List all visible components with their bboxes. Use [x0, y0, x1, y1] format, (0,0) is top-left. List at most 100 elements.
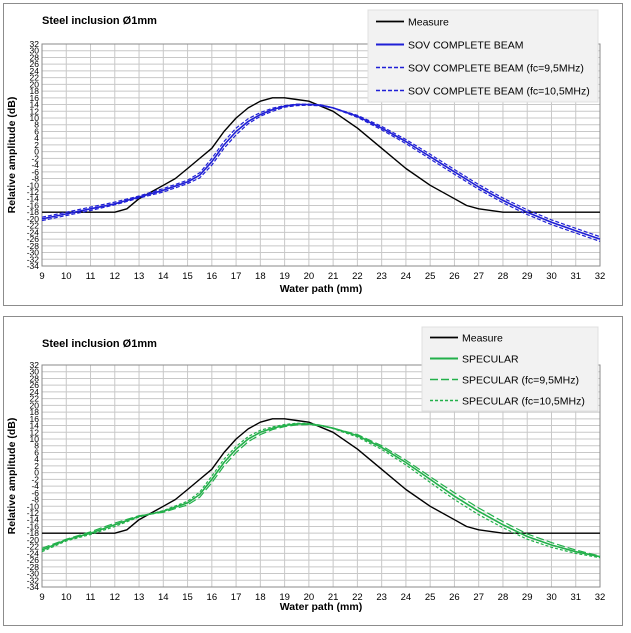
x-tick-label: 15 [182, 592, 193, 603]
y-tick-label: 22 [30, 394, 40, 404]
y-tick-label: -18 [27, 528, 40, 538]
x-tick-label: 16 [207, 592, 218, 603]
x-tick-label: 11 [86, 271, 96, 282]
y-axis-label: Relative amplitude (dB) [6, 97, 18, 214]
y-tick-label: -2 [31, 153, 39, 163]
y-tick-label: 32 [30, 39, 40, 49]
x-tick-label: 26 [449, 592, 460, 603]
x-tick-label: 28 [498, 271, 509, 282]
y-tick-label: -12 [27, 508, 40, 518]
x-tick-label: 18 [255, 592, 266, 603]
y-tick-label: -18 [27, 207, 40, 217]
x-tick-label: 30 [546, 592, 557, 603]
chart-title: Steel inclusion Ø1mm [42, 15, 157, 27]
y-tick-label: 30 [30, 46, 40, 56]
x-tick-label: 10 [61, 592, 72, 603]
x-tick-label: 22 [352, 592, 363, 603]
y-tick-label: 16 [30, 93, 40, 103]
y-tick-label: 16 [30, 414, 40, 424]
legend-entry: SOV COMPLETE BEAM (fc=10,5MHz) [408, 86, 590, 98]
plot-frame [41, 364, 601, 588]
y-tick-label: 28 [30, 373, 40, 383]
y-tick-label: 12 [30, 106, 40, 116]
x-tick-label: 26 [449, 271, 460, 282]
y-tick-label: -22 [27, 542, 40, 552]
chart-panel-bottom: 9 10 11 12 13 14 15 16 17 18 19 20 21 22 23 24 25 26 27 28 2… [3, 316, 623, 626]
y-tick-label: 12 [30, 427, 40, 437]
x-tick-label: 19 [279, 592, 290, 603]
x-tick-label: 12 [109, 592, 120, 603]
x-tick-label: 14 [158, 271, 169, 282]
y-tick-label: -12 [27, 187, 40, 197]
y-tick-label: -22 [27, 221, 40, 231]
x-tick-label: 32 [595, 271, 606, 282]
y-tick-label: 0 [34, 468, 39, 478]
y-tick-label: 4 [34, 454, 39, 464]
y-tick-label: 10 [30, 434, 40, 444]
y-tick-label: 26 [30, 380, 40, 390]
y-tick-label: -34 [27, 582, 40, 592]
x-tick-label: 23 [376, 271, 387, 282]
x-tick-label: 15 [182, 271, 193, 282]
y-tick-label: -8 [31, 174, 39, 184]
x-tick-label: 22 [352, 271, 363, 282]
series-line-3 [41, 103, 601, 242]
y-tick-label: 14 [30, 421, 40, 431]
y-tick-label: 24 [30, 66, 40, 76]
x-tick-label: 16 [207, 271, 218, 282]
x-tick-label: 13 [134, 592, 145, 603]
y-tick-label: 20 [30, 79, 40, 89]
legend-entry: SPECULAR [462, 354, 519, 366]
legend-box [421, 326, 599, 412]
x-tick-label: 30 [546, 271, 557, 282]
x-tick-label: 20 [304, 271, 315, 282]
y-tick-label: -4 [31, 481, 39, 491]
y-tick-label: -8 [31, 495, 39, 505]
legend-entry: Measure [408, 17, 449, 29]
y-tick-label: -6 [31, 488, 39, 498]
y-tick-label: -20 [27, 214, 40, 224]
x-axis-label: Water path (mm) [280, 601, 362, 613]
series-line-2 [41, 423, 601, 557]
y-tick-label: -16 [27, 200, 40, 210]
y-tick-label: 24 [30, 387, 40, 397]
x-tick-label: 11 [86, 592, 96, 603]
y-tick-label: -30 [27, 248, 40, 258]
y-tick-label: -32 [27, 575, 40, 585]
legend-box [367, 9, 599, 103]
x-tick-label: 29 [522, 592, 533, 603]
y-tick-label: 0 [34, 147, 39, 157]
y-tick-label: 10 [30, 113, 40, 123]
y-tick-label: 8 [34, 120, 39, 130]
y-tick-label: 2 [34, 140, 39, 150]
series-line-3 [41, 422, 601, 559]
y-tick-label: -10 [27, 180, 40, 190]
y-tick-label: -4 [31, 160, 39, 170]
y-tick-label: -14 [27, 515, 40, 525]
x-tick-label: 17 [231, 271, 242, 282]
y-tick-label: -32 [27, 254, 40, 264]
y-tick-label: -6 [31, 167, 39, 177]
x-tick-label: 17 [231, 592, 242, 603]
x-tick-label: 21 [328, 592, 339, 603]
y-tick-label: -24 [27, 227, 40, 237]
chart-panel-top: 9 10 11 12 13 14 15 16 17 18 19 20 21 22 23 24 25 26 27 28 2… [3, 3, 623, 306]
x-tick-label: 14 [158, 592, 169, 603]
y-tick-label: 6 [34, 126, 39, 136]
y-tick-label: 28 [30, 52, 40, 62]
x-tick-label: 23 [376, 592, 387, 603]
x-tick-label: 13 [134, 271, 145, 282]
y-tick-label: -26 [27, 234, 40, 244]
x-axis-label: Water path (mm) [280, 283, 362, 295]
x-tick-label: 31 [570, 592, 581, 603]
y-tick-label: 20 [30, 400, 40, 410]
x-tick-label: 29 [522, 271, 533, 282]
y-tick-label: 2 [34, 461, 39, 471]
y-tick-label: -14 [27, 194, 40, 204]
legend-entry: SPECULAR (fc=10,5MHz) [462, 396, 585, 408]
chart-title: Steel inclusion Ø1mm [42, 338, 157, 350]
y-tick-label: -28 [27, 562, 40, 572]
legend: Measure SOV COMPLETE BEAM SOV COMPLETE BEA… [367, 9, 599, 103]
x-tick-label: 21 [328, 271, 339, 282]
x-tick-label: 27 [473, 592, 484, 603]
